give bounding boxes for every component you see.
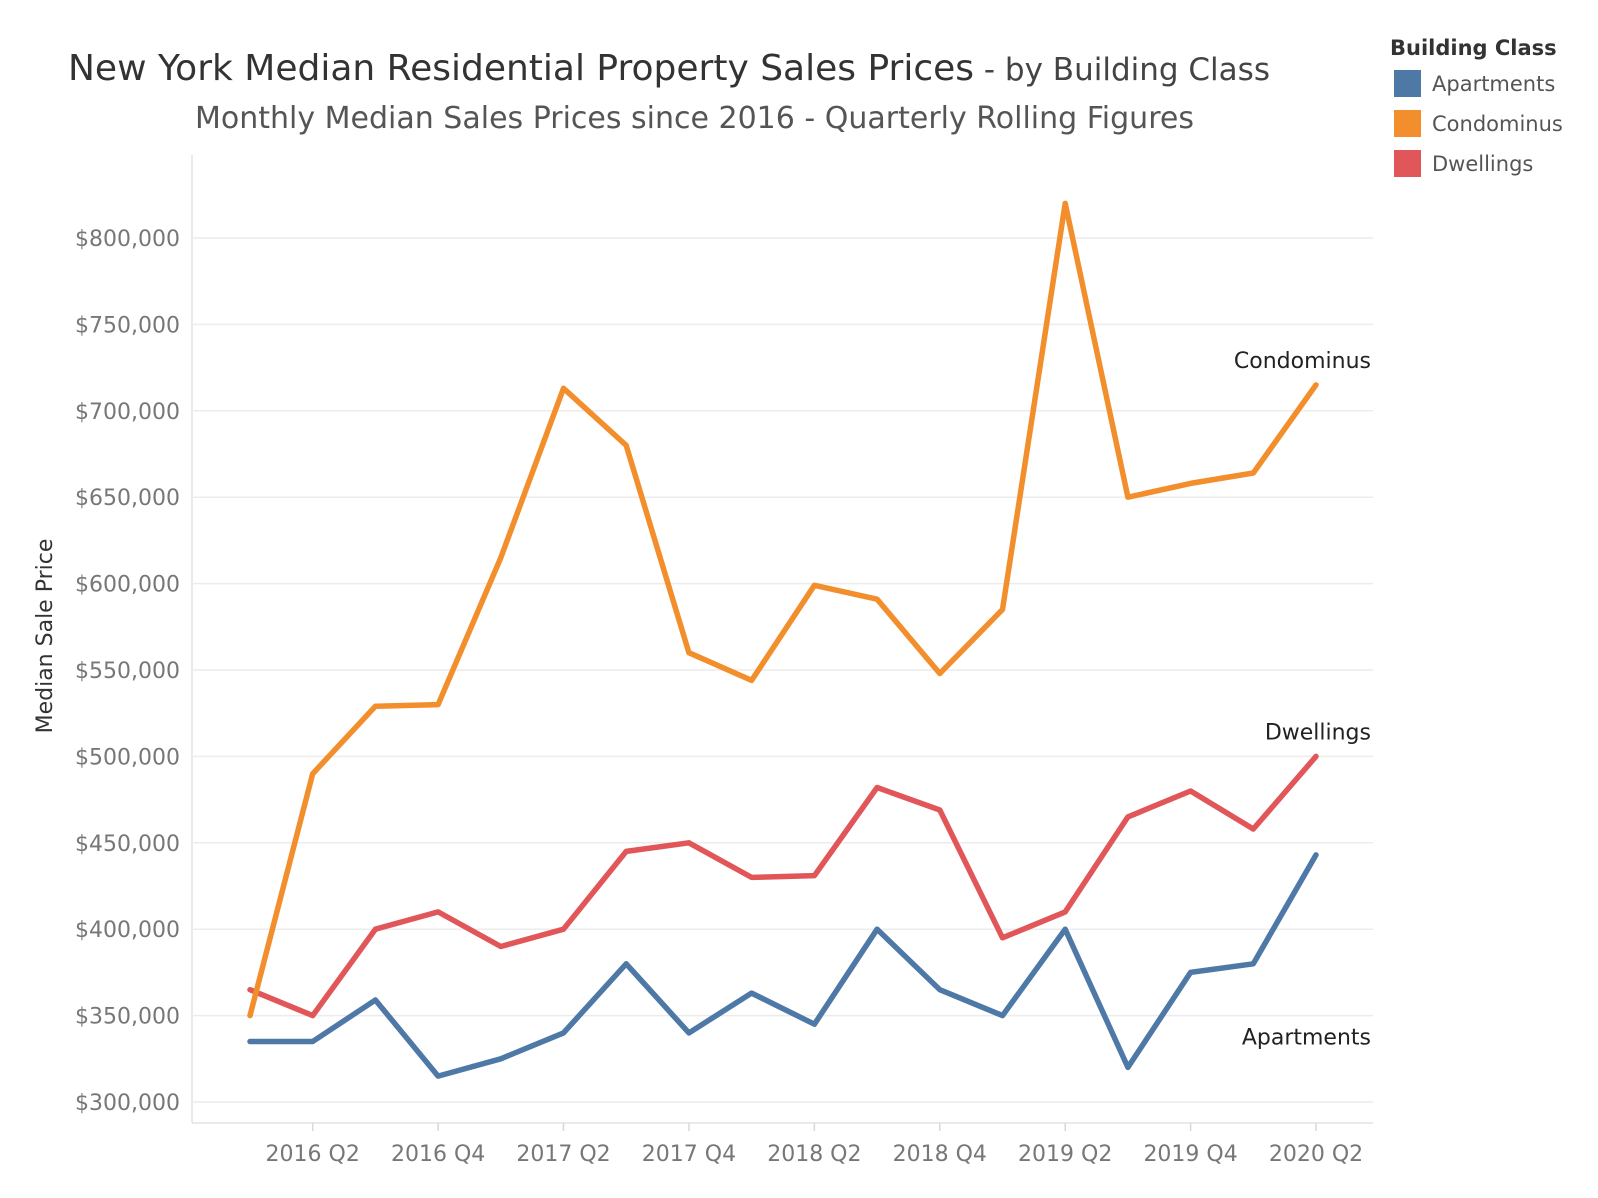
series-line-dwellings (247, 753, 1319, 1019)
legend-label-dwellings: Dwellings (1432, 152, 1533, 176)
legend-swatch-condominus (1394, 110, 1421, 137)
gridlines (192, 237, 1373, 1103)
chart-title: New York Median Residential Property Sal… (68, 48, 1270, 89)
x-tick-label: 2020 Q2 (1269, 1142, 1363, 1167)
y-axis-ticks: $300,000 $350,000 $400,000 $450,000 $500,000… (75, 227, 180, 1116)
legend-label-condominus: Condominus (1432, 112, 1563, 136)
y-tick-label: $700,000 (75, 400, 180, 425)
legend-title: Building Class (1390, 36, 1557, 60)
y-tick-label: $450,000 (75, 832, 180, 857)
series-lines (247, 200, 1319, 1079)
x-tick-label: 2016 Q4 (391, 1142, 485, 1167)
series-line-condominus (247, 200, 1319, 1019)
x-tick-label: 2017 Q2 (516, 1142, 610, 1167)
x-tick-label: 2017 Q4 (642, 1142, 736, 1167)
x-tick-label: 2019 Q4 (1143, 1142, 1237, 1167)
legend: Building Class Apartments Condominus Dwell… (1390, 36, 1563, 177)
y-tick-label: $500,000 (75, 745, 180, 770)
y-tick-label: $300,000 (75, 1091, 180, 1116)
chart-title-main: New York Median Residential Property Sal… (68, 48, 974, 89)
x-tick-label: 2019 Q2 (1018, 1142, 1112, 1167)
y-tick-label: $650,000 (75, 486, 180, 511)
x-axis-ticks: 2016 Q2 2016 Q4 2017 Q2 2017 Q4 2018 Q2 2018 … (266, 1123, 1363, 1167)
x-tick-label: 2018 Q2 (767, 1142, 861, 1167)
y-tick-label: $750,000 (75, 313, 180, 338)
chart-title-suffix: - by Building Class (974, 52, 1270, 88)
legend-swatch-dwellings (1394, 150, 1421, 177)
x-tick-label: 2018 Q4 (893, 1142, 987, 1167)
series-line-apartments (247, 852, 1319, 1079)
y-axis-label: Median Sale Price (33, 539, 58, 734)
series-label-condominus: Condominus (1234, 349, 1371, 374)
chart-subtitle: Monthly Median Sales Prices since 2016 -… (195, 101, 1194, 136)
y-tick-label: $350,000 (75, 1005, 180, 1030)
series-label-dwellings: Dwellings (1265, 720, 1371, 745)
y-tick-label: $800,000 (75, 227, 180, 252)
y-tick-label: $600,000 (75, 573, 180, 598)
y-tick-label: $400,000 (75, 918, 180, 943)
series-label-apartments: Apartments (1242, 1025, 1371, 1050)
y-tick-label: $550,000 (75, 659, 180, 684)
legend-swatch-apartments (1394, 70, 1421, 97)
x-tick-label: 2016 Q2 (266, 1142, 360, 1167)
series-end-labels: Apartments Condominus Dwellings (1234, 349, 1371, 1050)
legend-items: Apartments Condominus Dwellings (1394, 70, 1563, 177)
legend-label-apartments: Apartments (1432, 72, 1555, 96)
